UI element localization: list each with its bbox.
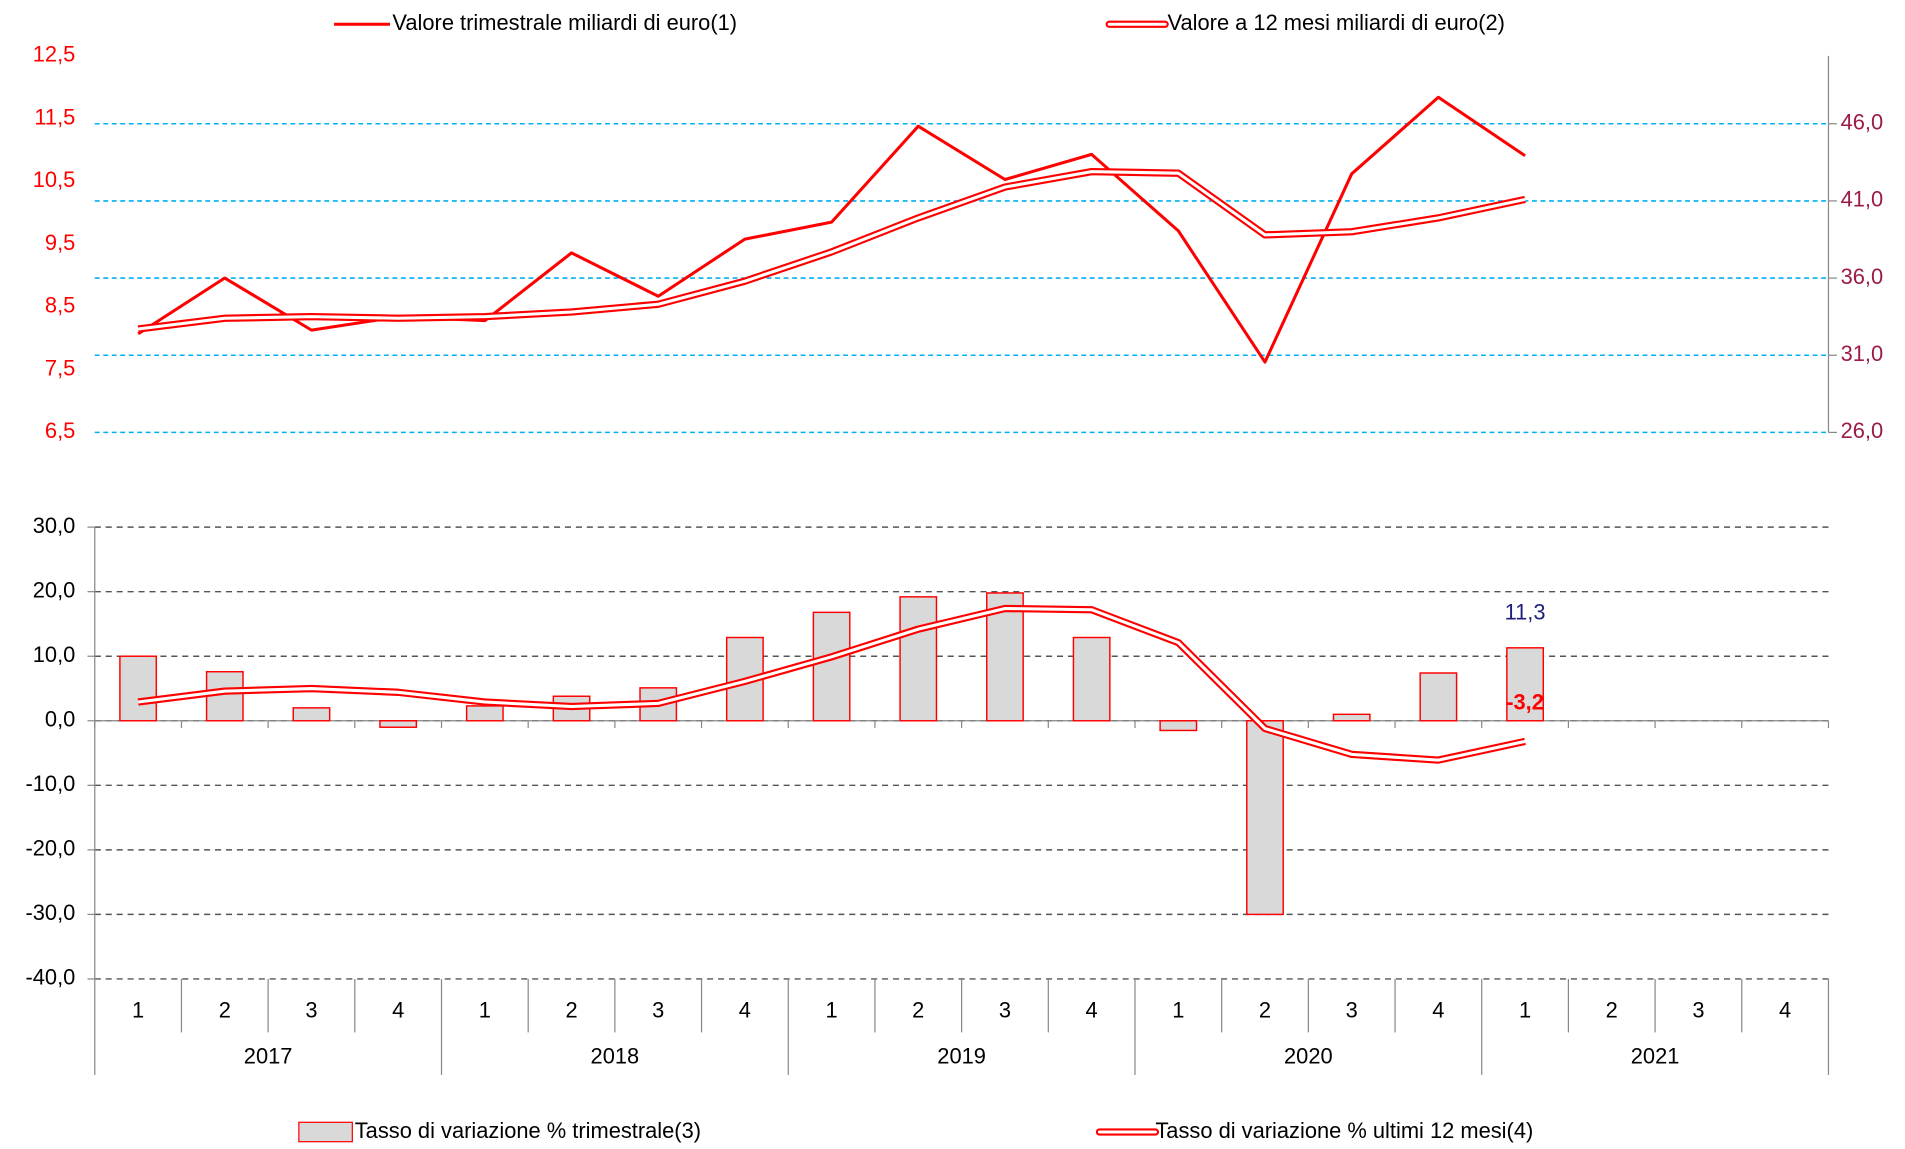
x-tick-label: 3 xyxy=(652,998,664,1023)
year-label: 2020 xyxy=(1284,1044,1333,1069)
x-tick-label: 2 xyxy=(565,998,577,1023)
bar xyxy=(1246,720,1284,916)
bar xyxy=(1506,647,1544,722)
y-tick-label: 8,5 xyxy=(45,293,75,318)
x-tick-label: 3 xyxy=(305,998,317,1023)
bar xyxy=(1419,672,1458,722)
x-tick-label: 2 xyxy=(1606,998,1618,1023)
y-tick-label: 9,5 xyxy=(45,230,75,255)
x-tick-label: 1 xyxy=(825,998,837,1023)
legend-label: Tasso di variazione % trimestrale(3) xyxy=(355,1118,701,1143)
legend-swatch xyxy=(298,1121,353,1143)
x-tick-label: 3 xyxy=(1346,998,1358,1023)
bar xyxy=(379,720,418,728)
y-tick-label: -20,0 xyxy=(25,836,75,861)
bar xyxy=(292,707,331,722)
x-tick-label: 3 xyxy=(999,998,1011,1023)
bar xyxy=(1072,636,1111,722)
bar xyxy=(1159,720,1198,732)
x-tick-label: 1 xyxy=(1519,998,1531,1023)
bar xyxy=(986,592,1024,722)
y-tick-label: 10,0 xyxy=(33,642,76,667)
y-tick-label: 0,0 xyxy=(45,707,75,732)
legend-label: Valore a 12 mesi miliardi di euro(2) xyxy=(1168,10,1505,35)
y-tick-label: 30,0 xyxy=(33,513,76,538)
y-tick-label: 11,5 xyxy=(34,104,75,129)
y-tick-label: -10,0 xyxy=(25,771,75,796)
legend-label: Tasso di variazione % ultimi 12 mesi(4) xyxy=(1155,1118,1533,1143)
x-tick-label: 4 xyxy=(392,998,404,1023)
y2-tick-label: 31,0 xyxy=(1841,341,1884,366)
data-label: -3,2 xyxy=(1506,690,1544,715)
y-tick-label: 10,5 xyxy=(33,167,76,192)
x-tick-label: 2 xyxy=(1259,998,1271,1023)
x-tick-label: 4 xyxy=(1779,998,1791,1023)
data-label: 11,3 xyxy=(1505,600,1546,625)
x-tick-label: 1 xyxy=(479,998,491,1023)
bar xyxy=(119,655,158,722)
y-tick-label: 6,5 xyxy=(45,418,75,443)
x-tick-label: 2 xyxy=(912,998,924,1023)
line-inner xyxy=(137,606,1526,762)
bar xyxy=(465,705,504,722)
y-tick-label: 7,5 xyxy=(45,355,75,380)
year-label: 2021 xyxy=(1631,1044,1680,1069)
y-tick-label: 12,5 xyxy=(33,42,76,67)
y2-tick-label: 41,0 xyxy=(1841,187,1884,212)
x-tick-label: 3 xyxy=(1692,998,1704,1023)
bar xyxy=(899,596,938,722)
y2-tick-label: 26,0 xyxy=(1841,418,1884,443)
bar xyxy=(1332,713,1371,722)
line-inner xyxy=(137,170,1526,331)
y-tick-label: 20,0 xyxy=(33,577,76,602)
year-label: 2017 xyxy=(244,1044,293,1069)
x-tick-label: 4 xyxy=(1086,998,1098,1023)
y2-tick-label: 46,0 xyxy=(1841,110,1884,135)
year-label: 2018 xyxy=(591,1044,640,1069)
bar xyxy=(812,611,851,722)
x-tick-label: 2 xyxy=(219,998,231,1023)
x-tick-label: 1 xyxy=(132,998,144,1023)
year-label: 2019 xyxy=(937,1044,986,1069)
x-tick-label: 4 xyxy=(739,998,751,1023)
y-tick-label: -40,0 xyxy=(25,965,75,990)
x-tick-label: 4 xyxy=(1432,998,1444,1023)
y2-tick-label: 36,0 xyxy=(1841,264,1884,289)
y-tick-label: -30,0 xyxy=(25,900,75,925)
legend-label: Valore trimestrale miliardi di euro(1) xyxy=(392,10,737,35)
x-tick-label: 1 xyxy=(1172,998,1184,1023)
